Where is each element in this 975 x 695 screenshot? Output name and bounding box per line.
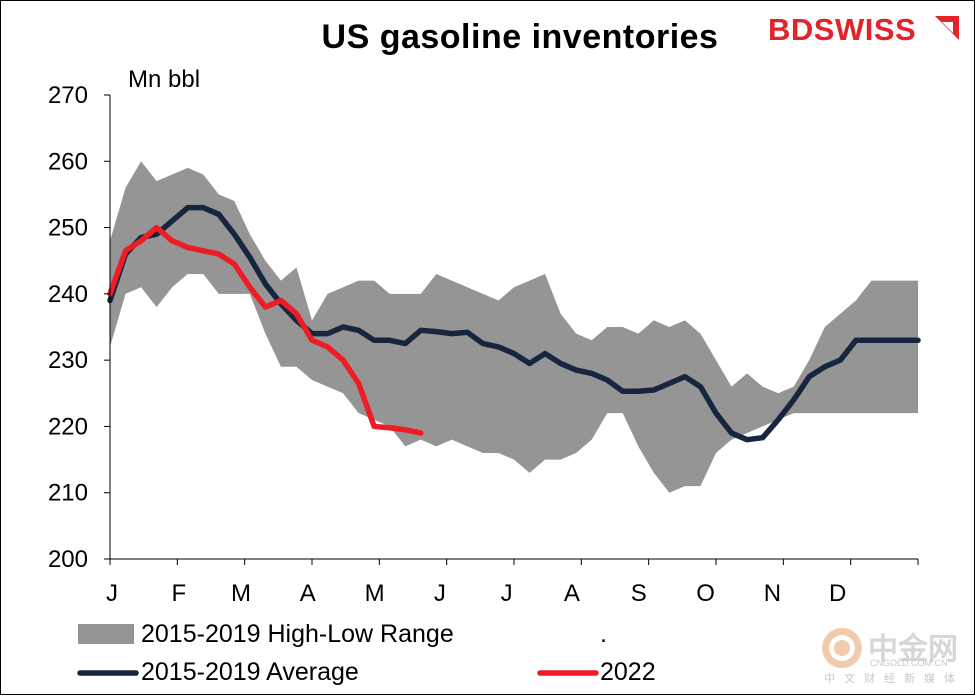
range-band xyxy=(110,161,918,493)
legend-average-label: 2015-2019 Average xyxy=(141,658,359,686)
x-tick-label: M xyxy=(365,580,385,607)
current-year-line xyxy=(107,224,424,436)
x-tick-label: N xyxy=(764,580,781,607)
y-tick-label: 200 xyxy=(48,546,88,573)
logo-part2: SWISS xyxy=(813,12,917,47)
watermark-cn: 中文财经新媒体 xyxy=(824,672,964,685)
y-tick-label: 210 xyxy=(48,480,88,507)
watermark-sub: CNGOLD.COM.CN xyxy=(870,658,948,668)
cngold-coin-icon xyxy=(822,628,862,668)
x-tick-label: O xyxy=(696,580,715,607)
average-line xyxy=(107,204,921,443)
x-tick-label: D xyxy=(829,580,846,607)
y-tick-label: 230 xyxy=(48,347,88,374)
x-tick-label: S xyxy=(631,580,647,607)
chart-title: US gasoline inventories xyxy=(321,18,719,56)
y-tick-label: 260 xyxy=(48,148,88,175)
x-tick-label: J xyxy=(106,580,118,607)
y-tick-label: 250 xyxy=(48,215,88,242)
legend-range-swatch xyxy=(78,624,134,644)
bdswiss-logo: BDSWISS xyxy=(768,12,916,48)
legend-year-label: 2022 xyxy=(600,658,656,686)
y-tick-label: 270 xyxy=(48,82,88,109)
x-tick-label: J xyxy=(434,580,446,607)
watermark-main: 中金网 xyxy=(868,632,958,667)
x-tick-label: M xyxy=(231,580,251,607)
bdswiss-arrow-icon xyxy=(935,16,959,40)
cngold-watermark: 中金网 CNGOLD.COM.CN 中文财经新媒体 xyxy=(818,622,968,688)
y-tick-label: 240 xyxy=(48,281,88,308)
x-tick-label: A xyxy=(300,580,316,607)
x-tick-label: A xyxy=(564,580,580,607)
logo-part1: BD xyxy=(768,12,814,47)
x-tick-label: J xyxy=(501,580,513,607)
x-tick-label: F xyxy=(171,580,186,607)
y-axis-unit-label: Mn bbl xyxy=(128,66,201,93)
legend-range-label: 2015-2019 High-Low Range xyxy=(141,620,454,648)
y-tick-label: 220 xyxy=(48,413,88,440)
legend-dot: . xyxy=(600,620,607,648)
